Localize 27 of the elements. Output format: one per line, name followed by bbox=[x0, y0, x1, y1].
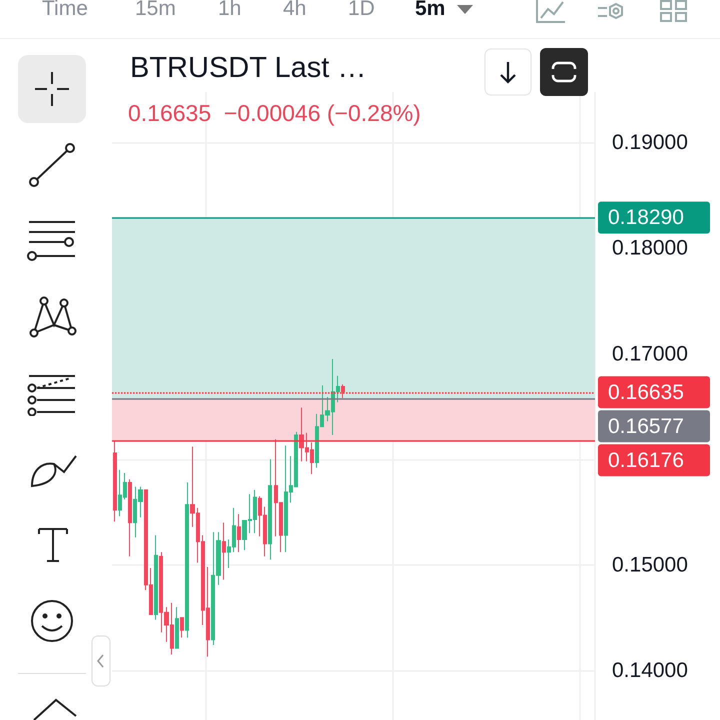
candlestick bbox=[154, 534, 158, 620]
chart-subtitle: 0.16635 −0.00046 (−0.28%) bbox=[128, 100, 421, 127]
candlestick bbox=[237, 514, 241, 553]
candlestick bbox=[341, 384, 345, 399]
y-tick-label: 0.19000 bbox=[612, 131, 688, 154]
text: 15m bbox=[135, 0, 176, 21]
text: 1D bbox=[348, 0, 375, 21]
y-tick-label: 0.18000 bbox=[612, 236, 688, 260]
chart-title: BTRUSDT Last … bbox=[130, 52, 366, 85]
ref-line-label: 0.18290 bbox=[608, 206, 684, 230]
text: 4h bbox=[283, 0, 306, 21]
text: 1h bbox=[218, 0, 242, 21]
candlestick bbox=[113, 440, 117, 522]
y-tick-label: 0.17000 bbox=[612, 342, 688, 366]
y-tick-label: 0.14000 bbox=[612, 658, 688, 682]
ref-line-label: 0.16176 bbox=[608, 448, 684, 472]
text: Time bbox=[42, 0, 88, 21]
candlestick bbox=[268, 458, 272, 560]
text: 5m bbox=[415, 0, 446, 21]
candlestick bbox=[128, 478, 132, 557]
ref-line-label: 0.16577 bbox=[608, 414, 684, 438]
y-tick-label: 0.15000 bbox=[612, 553, 688, 576]
candlestick bbox=[222, 522, 226, 580]
candlestick bbox=[180, 617, 184, 638]
ref-line-label: 0.16635 bbox=[608, 380, 684, 404]
candlestick bbox=[175, 606, 179, 649]
candlestick bbox=[185, 482, 189, 638]
